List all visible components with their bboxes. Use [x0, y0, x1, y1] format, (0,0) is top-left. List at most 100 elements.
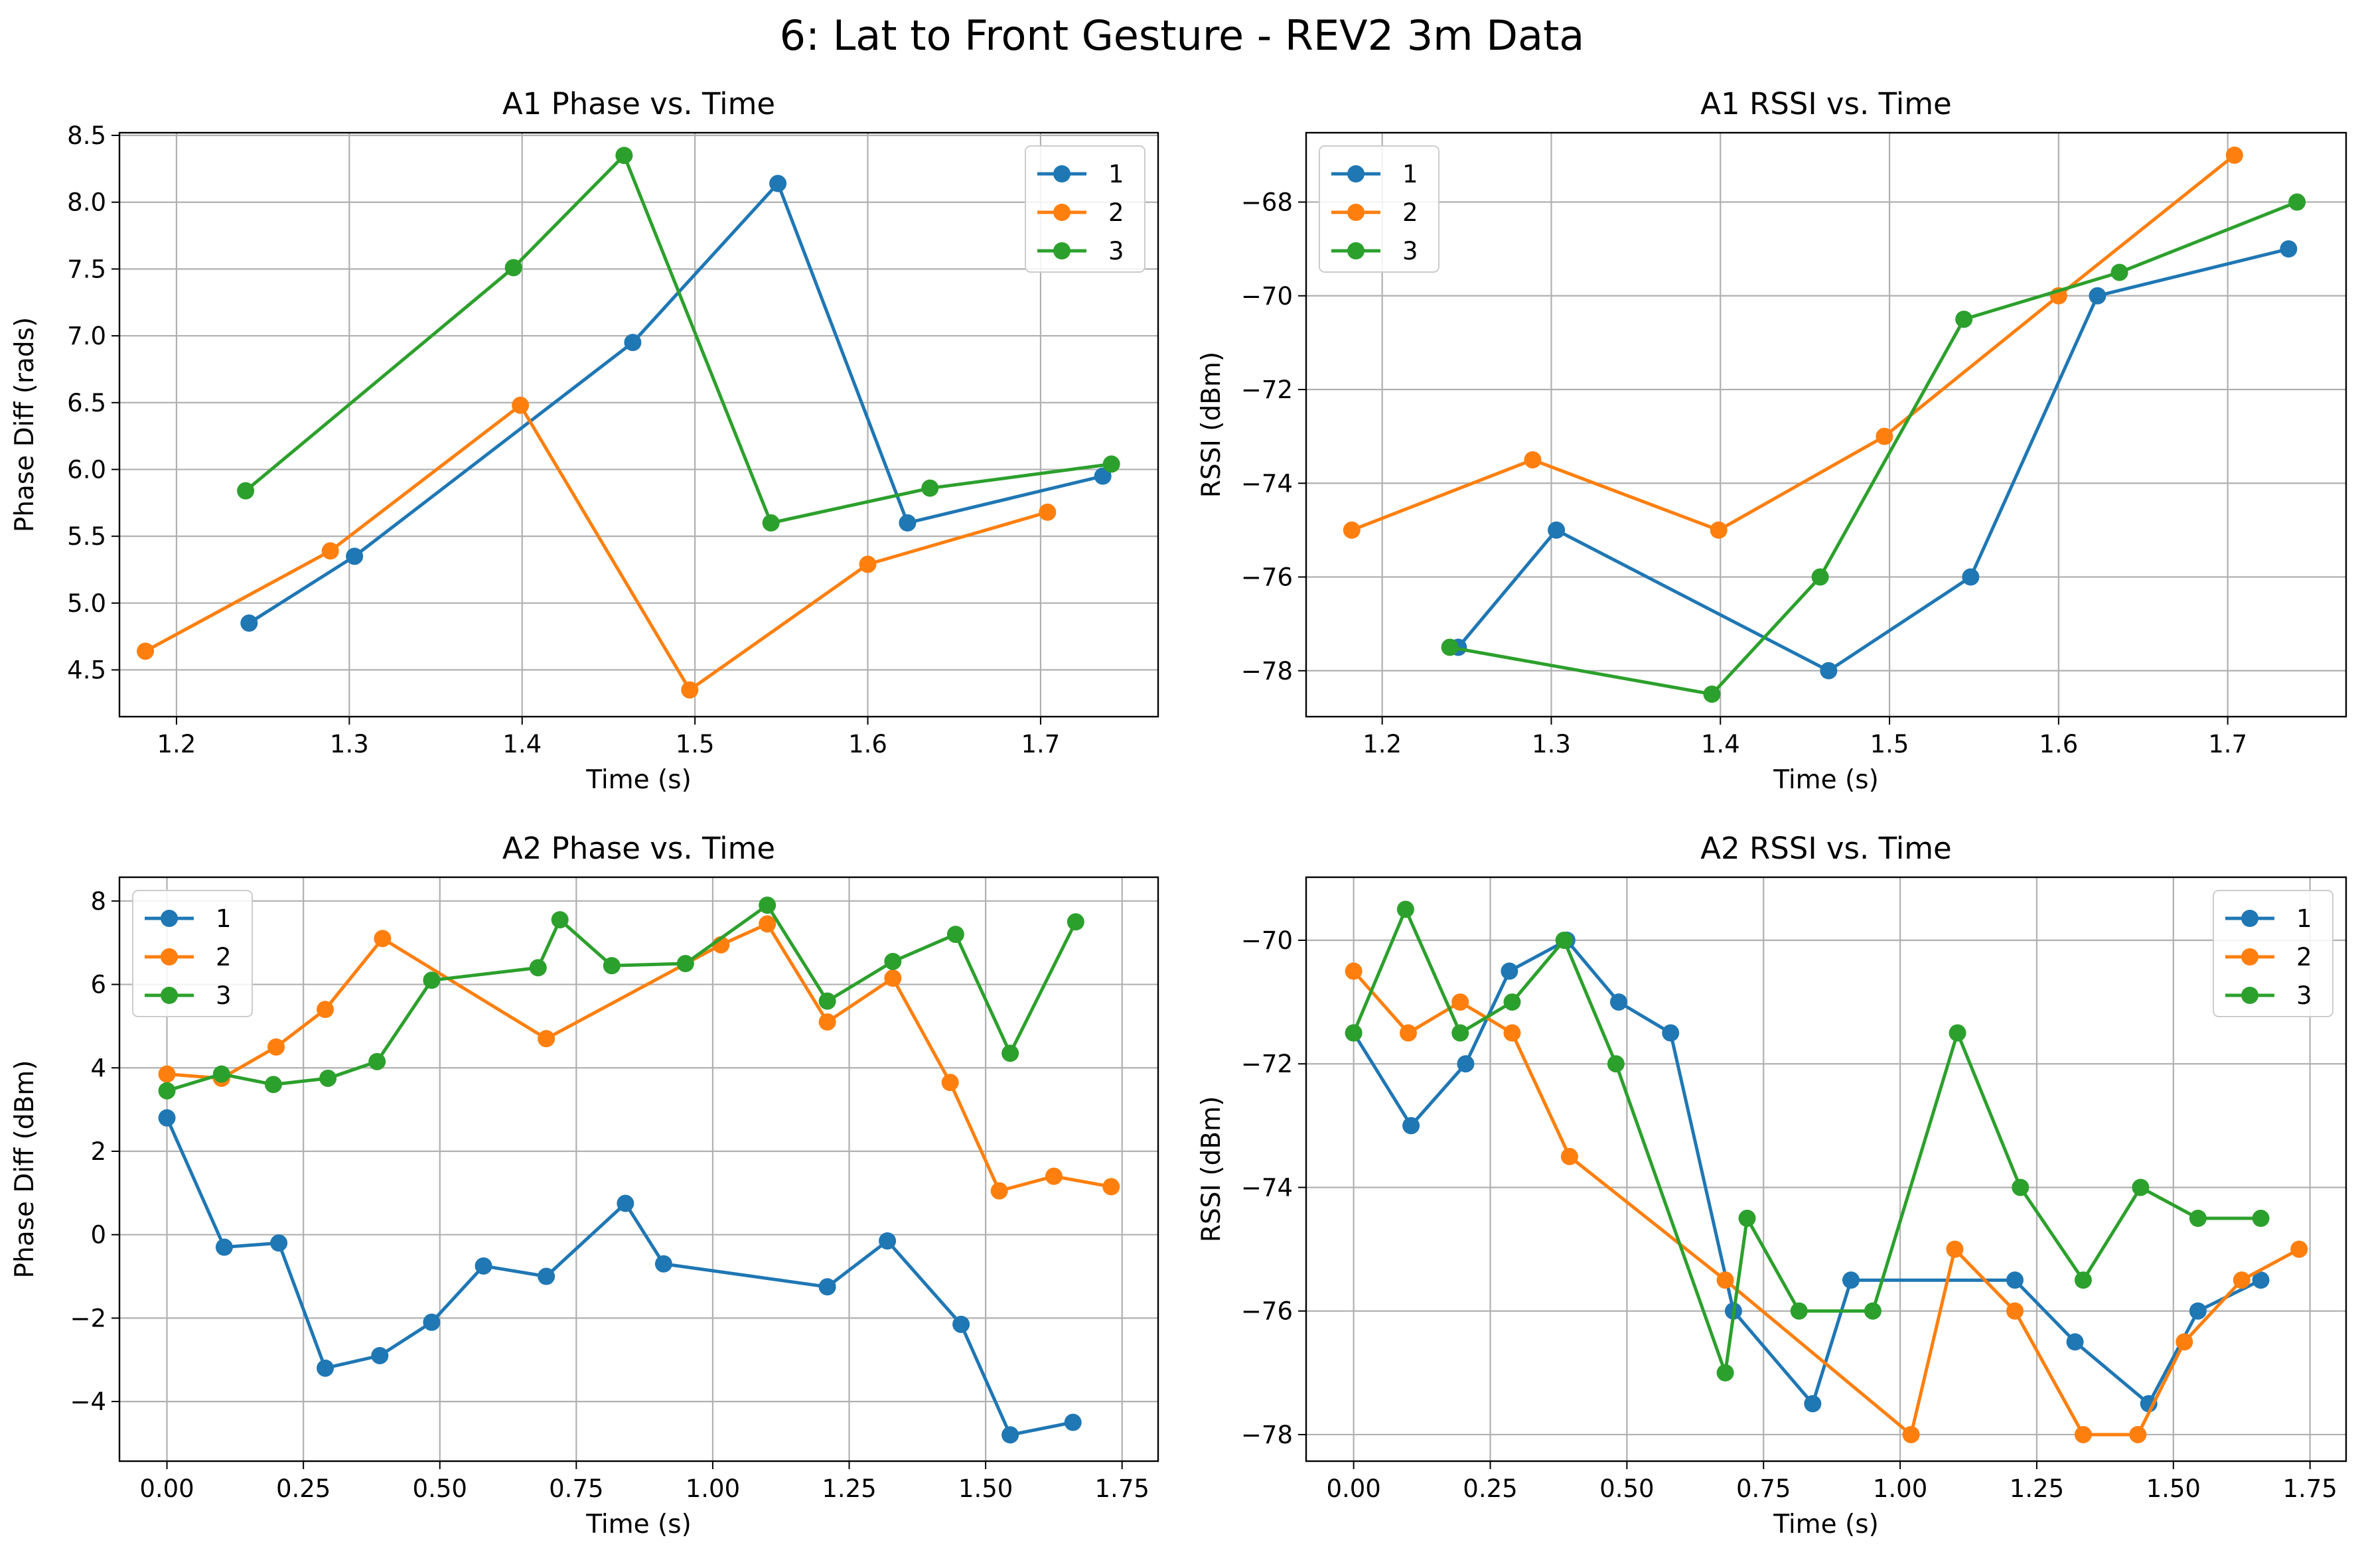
- a1-rssi-ytick-label-0: −78: [1241, 657, 1293, 685]
- a2-phase-series-1-point-13: [1001, 1426, 1019, 1444]
- a2-phase-series-2-point-11: [990, 1182, 1008, 1200]
- a1-phase-ytick-label-6: 7.5: [67, 255, 106, 283]
- a2-phase-series-3-point-13: [946, 926, 964, 944]
- a2-phase-ytick-label-5: 6: [90, 971, 106, 999]
- a2-rssi-series-2-point-3: [1503, 1024, 1521, 1042]
- a2-rssi-series-1-point-13: [2189, 1302, 2207, 1320]
- a2-rssi-series-1-point-11: [2066, 1333, 2084, 1351]
- a2-phase-ytick-label-2: 0: [90, 1221, 106, 1249]
- a1-phase-ytick-label-8: 8.5: [67, 121, 106, 150]
- a1-rssi-legend: 1 2 3: [1319, 145, 1440, 273]
- a1-phase-title: A1 Phase vs. Time: [502, 86, 775, 121]
- a1-phase-series-2-point-5: [1039, 503, 1057, 521]
- a1-phase-ytick-label-2: 5.5: [67, 522, 106, 551]
- a2-rssi-legend-marker-2: [2241, 948, 2258, 965]
- a1-phase-series-3-point-3: [762, 514, 780, 532]
- a1-phase-ytick-label-1: 5.0: [67, 589, 106, 618]
- a2-rssi-series-3-point-13: [2132, 1178, 2150, 1196]
- a1-rssi-ytick-label-1: −76: [1241, 563, 1293, 592]
- a1-phase-series-1-point-3: [769, 175, 787, 192]
- a1-phase-legend-label-1: 1: [1108, 160, 1124, 188]
- a1-phase-xtick-label-3: 1.5: [676, 730, 715, 758]
- a1-rssi-ylabel: RSSI (dBm): [1197, 352, 1226, 498]
- a1-phase-legend-marker-2: [1053, 204, 1071, 221]
- a1-phase-series-1-point-2: [624, 334, 642, 352]
- a2-rssi-series-1-point-2: [1457, 1055, 1475, 1073]
- a2-rssi-xtick-label-7: 1.75: [2282, 1474, 2337, 1503]
- a2-rssi-series-1-point-8: [1804, 1395, 1822, 1413]
- a1-rssi-legend-label-3: 3: [1402, 237, 1418, 265]
- a1-phase-series-2-point-4: [859, 555, 877, 573]
- a2-phase-series-3-point-11: [818, 992, 836, 1010]
- a2-phase-series-1-point-4: [371, 1346, 389, 1364]
- a2-rssi-ytick-label-2: −74: [1241, 1173, 1293, 1202]
- a1-phase-series-2-line: [144, 403, 1048, 692]
- a2-rssi-series-2-point-6: [1902, 1425, 1920, 1443]
- a1-rssi-ytick-label-3: −72: [1241, 376, 1293, 404]
- a2-rssi-series-2-point-10: [2129, 1425, 2147, 1443]
- a1-rssi-ytick-label-2: −74: [1241, 469, 1293, 498]
- a1-rssi-series-2-point-5: [2225, 146, 2243, 164]
- a2-phase-series-3-point-14: [1001, 1044, 1019, 1062]
- a2-rssi-series-3-point-12: [2074, 1271, 2092, 1289]
- a1-rssi-series-3-point-1: [1703, 685, 1721, 703]
- a2-phase-series-1-point-12: [952, 1315, 970, 1333]
- a2-rssi-title: A2 RSSI vs. Time: [1700, 831, 1952, 866]
- a2-phase-series-1-point-7: [538, 1267, 555, 1285]
- a1-phase-series-3-point-0: [237, 482, 255, 500]
- a1-rssi-title: A1 RSSI vs. Time: [1700, 86, 1952, 121]
- a1-phase-ytick-label-5: 7.0: [67, 322, 106, 350]
- a2-phase-legend-label-1: 1: [216, 904, 232, 933]
- a1-phase-xlabel: Time (s): [585, 765, 692, 795]
- a2-rssi-series-2-point-0: [1345, 962, 1363, 980]
- a1-phase-series-2-point-0: [137, 642, 155, 660]
- a1-phase-ytick-label-4: 6.5: [67, 389, 106, 417]
- a2-rssi-series-2-point-9: [2074, 1425, 2092, 1443]
- a1-rssi-series-2-point-1: [1524, 451, 1542, 468]
- a2-phase-series-1-point-5: [423, 1313, 441, 1331]
- a1-rssi-series-1-point-3: [1962, 568, 1980, 586]
- a1-phase-xtick-label-2: 1.4: [502, 730, 542, 758]
- a1-rssi-series-1-point-2: [1820, 662, 1838, 679]
- a1-rssi-xtick-label-0: 1.2: [1363, 730, 1402, 758]
- a2-rssi-series-3-point-2: [1451, 1024, 1469, 1042]
- a1-rssi-series-3-point-3: [1955, 311, 1973, 328]
- a1-rssi-series-3-point-2: [1811, 568, 1829, 586]
- a2-rssi-xtick-label-5: 1.25: [2010, 1474, 2064, 1503]
- a2-phase-series-2-point-3: [317, 1001, 334, 1019]
- a2-phase-series-1-point-6: [475, 1257, 492, 1275]
- a2-rssi-series-3-point-8: [1790, 1302, 1808, 1320]
- a2-phase-ytick-label-3: 2: [90, 1137, 106, 1166]
- a2-rssi-legend-label-1: 1: [2296, 904, 2312, 933]
- a2-phase-series-3-point-4: [368, 1052, 386, 1070]
- a1-phase-series-3-point-4: [921, 479, 939, 497]
- a2-phase-series-1-point-0: [158, 1109, 176, 1127]
- a1-phase-ytick-label-0: 4.5: [67, 656, 106, 685]
- a2-phase-xtick-label-5: 1.25: [822, 1474, 876, 1503]
- a1-rssi-legend-label-1: 1: [1402, 160, 1418, 188]
- a1-phase-series-2-point-1: [321, 542, 339, 560]
- a1-phase-legend-marker-1: [1053, 165, 1071, 182]
- a2-rssi-series-3-point-10: [1949, 1024, 1966, 1042]
- panel-a1-phase: 1.2 1.3 1.4 1.5 1.6 1.7 4.5 5.0 5.5 6.0 6.5 7.0 7.5 8…: [10, 86, 1159, 795]
- a1-rssi-series-3-line: [1449, 200, 2298, 696]
- a2-phase-xtick-label-6: 1.50: [958, 1474, 1013, 1503]
- a2-phase-series-3-point-6: [529, 959, 547, 977]
- a1-phase-series-1-point-0: [240, 614, 258, 632]
- a2-rssi-series-3-point-0: [1345, 1024, 1363, 1042]
- panel-a2-rssi: 0.00 0.25 0.50 0.75 1.00 1.25 1.50 1.75 −78 −76 −7…: [1197, 831, 2347, 1539]
- a2-rssi-series-1-point-14: [2252, 1271, 2270, 1289]
- a1-phase-series-3-point-2: [615, 147, 633, 165]
- a2-phase-legend: 1 2 3: [132, 890, 253, 1017]
- a2-rssi-ytick-label-0: −78: [1241, 1421, 1293, 1449]
- a2-phase-series-3-point-15: [1067, 913, 1084, 931]
- a2-phase-xtick-label-0: 0.00: [139, 1474, 194, 1503]
- a1-phase-series-3-line: [244, 153, 1112, 525]
- a1-rssi-xtick-label-1: 1.3: [1532, 730, 1571, 758]
- a2-rssi-series-2-point-2: [1451, 993, 1469, 1011]
- a2-rssi-xtick-label-6: 1.50: [2146, 1474, 2201, 1503]
- a2-rssi-series-2-point-12: [2233, 1271, 2251, 1289]
- a2-rssi-series-2-point-5: [1716, 1271, 1734, 1289]
- a1-phase-legend: 1 2 3: [1025, 145, 1145, 273]
- a2-phase-title: A2 Phase vs. Time: [502, 831, 775, 866]
